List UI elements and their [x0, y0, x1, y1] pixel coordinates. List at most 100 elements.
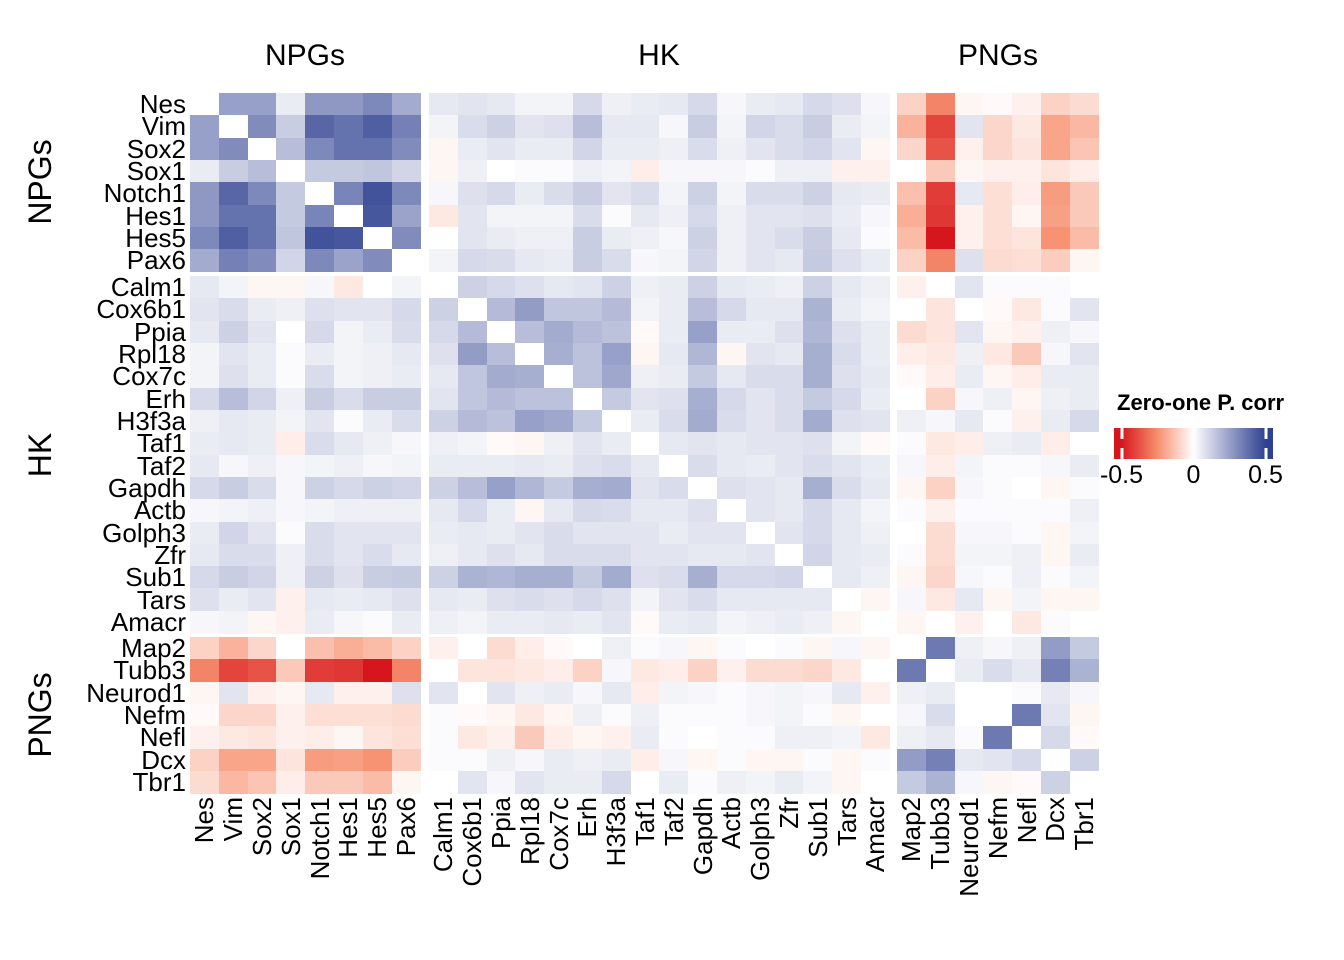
- heatmap-cell: [247, 703, 277, 727]
- heatmap-cell: [391, 342, 421, 366]
- heatmap-cell: [305, 566, 335, 589]
- heatmap-cell: [573, 588, 603, 612]
- heatmap-cell: [305, 476, 335, 500]
- heatmap-cell: [457, 204, 487, 228]
- heatmap-cell: [897, 588, 927, 612]
- heatmap-cell: [803, 320, 833, 344]
- heatmap-cell: [745, 137, 775, 161]
- col-label: Neurod1: [954, 797, 984, 897]
- row-label: Calm1: [110, 272, 186, 303]
- heatmap-cell: [1069, 637, 1099, 660]
- heatmap-cell: [983, 182, 1013, 205]
- heatmap-cell: [305, 93, 335, 116]
- heatmap-cell: [688, 432, 718, 455]
- heatmap-cell: [391, 249, 421, 272]
- heatmap-cell: [362, 387, 392, 411]
- heatmap-cell: [305, 703, 335, 727]
- heatmap-cell: [573, 115, 603, 139]
- heatmap-cell: [1041, 409, 1071, 433]
- heatmap-cell: [717, 726, 747, 749]
- heatmap-cell: [745, 204, 775, 228]
- heatmap-cell: [861, 637, 891, 660]
- heatmap-cell: [573, 703, 603, 727]
- heatmap-cell: [1069, 543, 1099, 567]
- heatmap-cell: [305, 226, 335, 250]
- row-label: Sox1: [126, 156, 186, 187]
- heatmap-cell: [1012, 588, 1042, 612]
- heatmap-cell: [486, 476, 516, 500]
- heatmap-cell: [573, 543, 603, 567]
- heatmap-cell: [601, 703, 631, 727]
- heatmap-cell: [897, 298, 927, 322]
- heatmap-cell: [305, 748, 335, 772]
- heatmap-cell: [774, 387, 804, 411]
- heatmap-cell: [515, 342, 545, 366]
- heatmap-cell: [954, 454, 984, 478]
- heatmap-cell: [601, 137, 631, 161]
- heatmap-cell: [218, 365, 248, 388]
- heatmap-cell: [247, 681, 277, 705]
- heatmap-cell: [391, 681, 421, 705]
- heatmap-cell: [925, 249, 955, 272]
- col-label: Notch1: [304, 797, 335, 880]
- heatmap-cell: [1069, 748, 1099, 772]
- heatmap-cell: [486, 681, 516, 705]
- heatmap-cell: [218, 703, 248, 727]
- heatmap-cell: [601, 93, 631, 116]
- heatmap-cell: [334, 320, 364, 344]
- col-group-header-npgs: NPGs: [264, 39, 346, 72]
- heatmap-cell: [486, 298, 516, 322]
- row-label: Sub1: [125, 562, 186, 593]
- heatmap-cell: [573, 432, 603, 455]
- heatmap-cell: [334, 137, 364, 161]
- row-label: Dcx: [141, 744, 186, 775]
- heatmap-cell: [774, 543, 804, 567]
- heatmap-cell: [774, 204, 804, 228]
- heatmap-cell: [803, 681, 833, 705]
- heatmap-cell: [983, 409, 1013, 433]
- legend-title: Zero-one P. corr: [1117, 390, 1285, 415]
- row-label: Neurod1: [86, 677, 186, 708]
- heatmap-cell: [1069, 137, 1099, 161]
- heatmap-cell: [630, 521, 660, 545]
- row-label: Sox2: [126, 133, 186, 164]
- heatmap-cell: [1069, 115, 1099, 139]
- heatmap-cell: [247, 137, 277, 161]
- row-label: Nes: [139, 89, 186, 120]
- heatmap-cell: [717, 659, 747, 683]
- heatmap-cell: [630, 365, 660, 388]
- heatmap-cell: [983, 204, 1013, 228]
- heatmap-cell: [334, 432, 364, 455]
- heatmap-cell: [774, 342, 804, 366]
- heatmap-cell: [429, 276, 459, 299]
- heatmap-cell: [861, 276, 891, 299]
- heatmap-cell: [334, 476, 364, 500]
- heatmap-cell: [803, 115, 833, 139]
- heatmap-cell: [774, 298, 804, 322]
- heatmap-cell: [429, 93, 459, 116]
- heatmap-cell: [391, 409, 421, 433]
- heatmap-cell: [218, 432, 248, 455]
- heatmap-cell: [861, 115, 891, 139]
- heatmap-cell: [276, 637, 306, 660]
- heatmap-cell: [573, 342, 603, 366]
- heatmap-cell: [745, 342, 775, 366]
- heatmap-cell: [717, 476, 747, 500]
- heatmap-cell: [305, 681, 335, 705]
- heatmap-cell: [515, 566, 545, 589]
- heatmap-cell: [832, 543, 862, 567]
- heatmap-cell: [362, 659, 392, 683]
- heatmap-cell: [334, 93, 364, 116]
- heatmap-cell: [601, 637, 631, 660]
- heatmap-cell: [190, 298, 220, 322]
- heatmap-cell: [745, 115, 775, 139]
- heatmap-cell: [717, 115, 747, 139]
- heatmap-cell: [544, 320, 574, 344]
- heatmap-cell: [362, 521, 392, 545]
- heatmap-cell: [897, 476, 927, 500]
- heatmap-cell: [429, 320, 459, 344]
- heatmap-cell: [573, 770, 603, 794]
- heatmap-cell: [688, 387, 718, 411]
- heatmap-cell: [544, 249, 574, 272]
- heatmap-cell: [983, 432, 1013, 455]
